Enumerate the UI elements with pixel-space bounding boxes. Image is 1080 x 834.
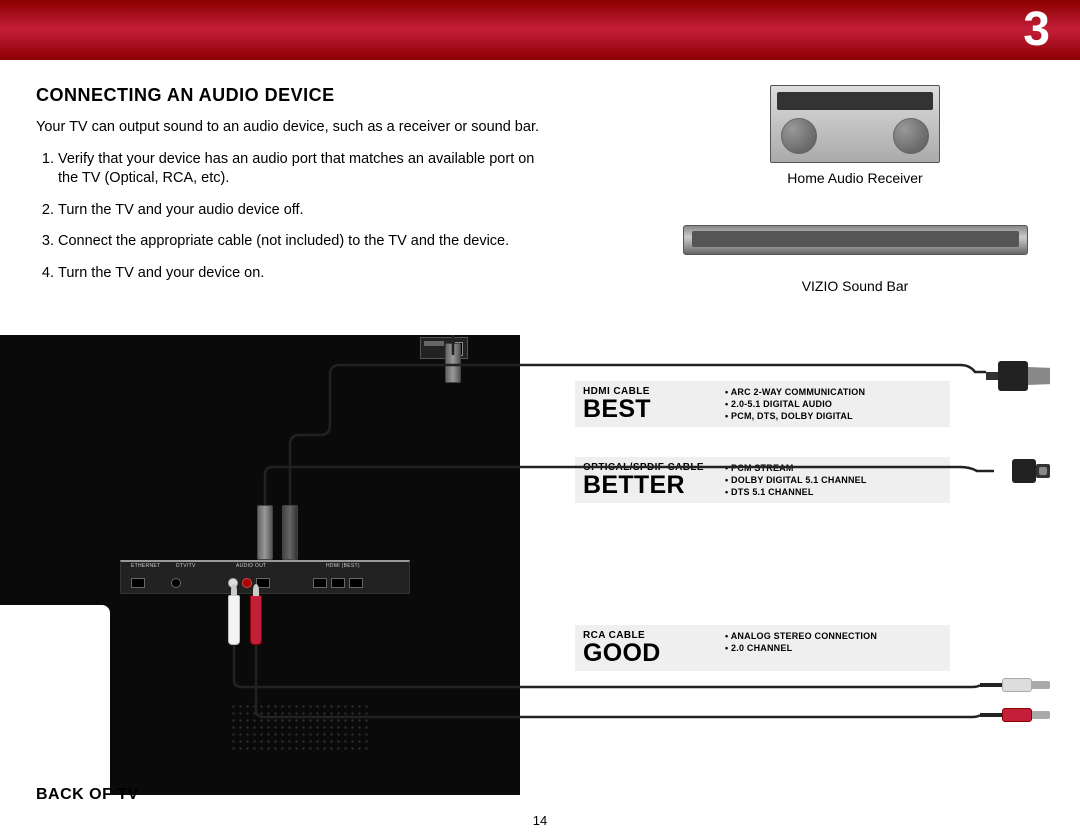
rca-red-plug-tv-side bbox=[250, 595, 262, 645]
step-item: Turn the TV and your device on. bbox=[58, 264, 556, 284]
hdmi-plug-top bbox=[445, 343, 461, 383]
cable-bullets-best: • ARC 2-WAY COMMUNICATION • 2.0-5.1 DIGI… bbox=[725, 386, 865, 422]
port-label-dtv: DTV/TV bbox=[176, 563, 196, 569]
cable-box-best: HDMI CABLE BEST • ARC 2-WAY COMMUNICATIO… bbox=[575, 381, 950, 427]
header-bar: 3 bbox=[0, 0, 1080, 60]
port-label-ethernet: ETHERNET bbox=[131, 563, 160, 569]
cable-bullets-good: • ANALOG STEREO CONNECTION • 2.0 CHANNEL bbox=[725, 630, 877, 654]
step-item: Turn the TV and your audio device off. bbox=[58, 201, 556, 221]
hdmi-connector-icon bbox=[986, 355, 1050, 397]
soundbar-icon bbox=[683, 225, 1028, 255]
home-audio-receiver-icon bbox=[770, 85, 940, 163]
cable-bullets-better: • PCM STREAM • DOLBY DIGITAL 5.1 CHANNEL… bbox=[725, 462, 867, 498]
content-area: CONNECTING AN AUDIO DEVICE Your TV can o… bbox=[0, 60, 1080, 283]
rear-port-strip: ETHERNET DTV/TV AUDIO OUT HDMI (BEST) bbox=[120, 560, 410, 594]
optical-plug-tv-side bbox=[257, 505, 273, 560]
steps-list: Verify that your device has an audio por… bbox=[36, 150, 556, 284]
rca-white-connector-icon bbox=[980, 675, 1050, 695]
connection-diagram: ETHERNET DTV/TV AUDIO OUT HDMI (BEST) BA… bbox=[0, 335, 1080, 834]
receiver-label: Home Audio Receiver bbox=[770, 170, 940, 186]
tv-back-panel: ETHERNET DTV/TV AUDIO OUT HDMI (BEST) bbox=[0, 335, 520, 795]
soundbar-label: VIZIO Sound Bar bbox=[765, 278, 945, 294]
port-label-hdmi: HDMI (BEST) bbox=[326, 563, 360, 569]
cable-box-good: RCA CABLE GOOD • ANALOG STEREO CONNECTIO… bbox=[575, 625, 950, 671]
optical-connector-icon bbox=[994, 455, 1050, 487]
step-item: Verify that your device has an audio por… bbox=[58, 150, 556, 189]
intro-text: Your TV can output sound to an audio dev… bbox=[36, 118, 556, 138]
hdmi-plug-tv-side bbox=[282, 505, 298, 560]
rca-red-connector-icon bbox=[980, 705, 1050, 725]
cable-box-better: OPTICAL/SPDIF CABLE BETTER • PCM STREAM … bbox=[575, 457, 950, 503]
page-number: 14 bbox=[0, 813, 1080, 828]
port-label-audio-out: AUDIO OUT bbox=[236, 563, 266, 569]
speaker-grille-dots bbox=[230, 703, 370, 751]
back-of-tv-label: BACK OF TV bbox=[36, 786, 139, 804]
rca-white-plug-tv-side bbox=[228, 595, 240, 645]
step-item: Connect the appropriate cable (not inclu… bbox=[58, 232, 556, 252]
chapter-number: 3 bbox=[1023, 2, 1050, 57]
